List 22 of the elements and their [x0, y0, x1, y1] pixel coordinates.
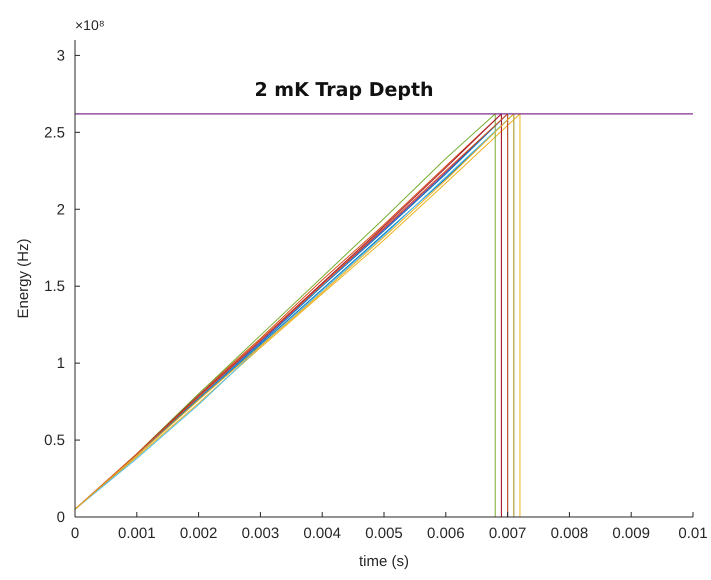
y-tick-label: 0: [56, 509, 65, 526]
x-tick-label: 0: [70, 525, 80, 542]
x-tick-label: 0.01: [678, 525, 708, 542]
y-tick-label: 2: [56, 201, 65, 218]
x-tick-label: 0.001: [118, 525, 156, 542]
y-tick-label: 0.5: [44, 432, 65, 450]
x-tick-label: 0.007: [488, 525, 526, 542]
x-axis-title: time (s): [359, 553, 409, 570]
x-tick-label: 0.004: [303, 525, 341, 542]
ref-line-label: 2 mK Trap Depth: [254, 78, 434, 101]
x-tick-label: 0.008: [550, 525, 588, 542]
x-tick-label: 0.009: [612, 525, 650, 542]
y-tick-label: 1.5: [44, 278, 65, 296]
x-tick-label: 0.006: [427, 525, 465, 542]
y-tick-label: 1: [56, 355, 65, 372]
x-tick-label: 0.002: [180, 525, 218, 542]
x-tick-label: 0.005: [365, 525, 403, 542]
x-tick-label: 0.003: [242, 525, 280, 542]
text: ×10⁸: [75, 17, 105, 33]
y-tick-label: 2.5: [44, 124, 65, 142]
y-tick-label: 3: [56, 47, 65, 64]
y-axis-title: Energy (Hz): [15, 238, 32, 319]
